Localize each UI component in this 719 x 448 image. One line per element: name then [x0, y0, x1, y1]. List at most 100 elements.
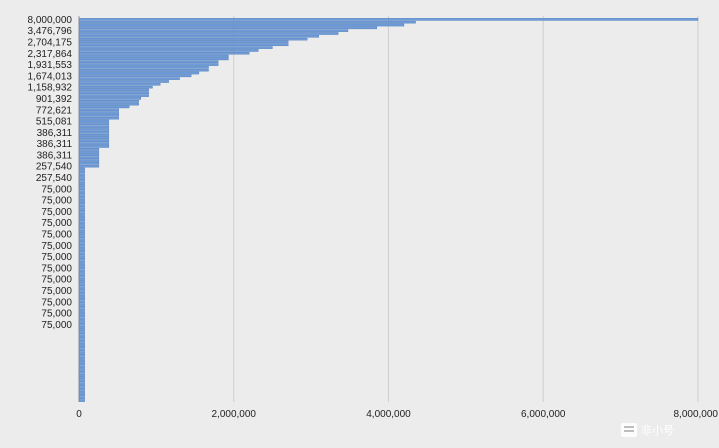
bar [78, 359, 85, 363]
bar [78, 170, 85, 174]
bar [78, 249, 85, 253]
bar [78, 365, 85, 368]
bar [78, 43, 289, 47]
bar [78, 142, 110, 145]
bar [78, 331, 85, 335]
bar [78, 221, 85, 224]
bar [78, 291, 85, 295]
bar [78, 131, 110, 134]
bar [78, 328, 85, 332]
bar [78, 26, 378, 30]
y-tick-label: 1,931,553 [28, 60, 73, 71]
feixiaohao-logo-icon [621, 423, 637, 437]
bar [78, 198, 85, 202]
bar [78, 258, 85, 261]
x-axis-labels: 0 2,000,000 4,000,000 6,000,000 8,000,000 [76, 409, 718, 420]
bar [78, 382, 85, 385]
bar [78, 306, 85, 309]
bar [78, 300, 85, 303]
bar [78, 150, 100, 154]
bar [78, 195, 85, 199]
bar [78, 125, 110, 128]
bar [78, 308, 85, 312]
bar [78, 337, 85, 340]
bar [78, 376, 85, 380]
bar [78, 116, 120, 120]
bar [78, 269, 85, 272]
bar [78, 286, 85, 289]
bar [78, 294, 85, 298]
bar [78, 91, 149, 95]
bar [78, 218, 85, 222]
bar [78, 229, 85, 233]
x-tick-label: 2,000,000 [212, 409, 257, 420]
bar [78, 207, 85, 210]
bar [78, 37, 308, 41]
y-tick-label: 75,000 [41, 252, 72, 263]
bar [78, 167, 85, 171]
bar [78, 71, 200, 75]
y-tick-label: 8,000,000 [28, 15, 73, 26]
bar [78, 317, 85, 320]
bar [78, 210, 85, 213]
y-tick-label: 3,476,796 [28, 26, 73, 37]
bar [78, 63, 219, 66]
bar [78, 119, 110, 123]
y-tick-label: 75,000 [41, 196, 72, 207]
bar [78, 190, 85, 193]
bar [78, 74, 192, 78]
bar [78, 283, 85, 287]
y-tick-label: 772,621 [36, 105, 73, 116]
bar [78, 147, 100, 151]
x-tick-label: 8,000,000 [674, 409, 719, 420]
y-tick-label: 75,000 [41, 297, 72, 308]
bar [78, 351, 85, 354]
bar [78, 201, 85, 205]
bar [78, 260, 85, 264]
bar [78, 334, 85, 337]
bar [78, 114, 120, 117]
y-tick-label: 75,000 [41, 275, 72, 286]
bar [78, 396, 85, 399]
y-tick-label: 2,704,175 [28, 38, 73, 49]
bar [78, 173, 85, 176]
bar [78, 385, 85, 388]
y-tick-label: 515,081 [36, 117, 73, 128]
bar [78, 139, 110, 143]
watermark: 非小号 [621, 423, 674, 437]
bar [78, 289, 85, 292]
bar [78, 345, 85, 349]
x-tick-label: 6,000,000 [521, 409, 566, 420]
bar [78, 57, 229, 61]
bar [78, 348, 85, 351]
y-tick-label: 257,540 [36, 162, 73, 173]
bar [78, 128, 110, 131]
bar [78, 325, 85, 329]
bar [78, 390, 85, 394]
bar [78, 275, 85, 278]
y-tick-label: 75,000 [41, 241, 72, 252]
bar [78, 320, 85, 323]
bar [78, 97, 142, 100]
bar [78, 255, 85, 258]
y-tick-label: 75,000 [41, 286, 72, 297]
bar [78, 153, 100, 157]
bar [78, 339, 85, 343]
bar [78, 379, 85, 383]
bar [78, 111, 120, 114]
bar [78, 373, 85, 377]
bar [78, 20, 416, 24]
bar [78, 224, 85, 227]
bar [78, 187, 85, 191]
y-tick-label: 75,000 [41, 218, 72, 229]
y-axis-labels: 8,000,0003,476,7962,704,1752,317,8641,93… [28, 15, 73, 331]
bar [78, 32, 339, 35]
bar [78, 297, 85, 301]
bar [78, 94, 149, 97]
bar [78, 83, 161, 86]
bar [78, 323, 85, 326]
y-tick-label: 901,392 [36, 94, 73, 105]
y-tick-label: 75,000 [41, 320, 72, 331]
bar [78, 23, 405, 27]
bar [78, 164, 100, 168]
